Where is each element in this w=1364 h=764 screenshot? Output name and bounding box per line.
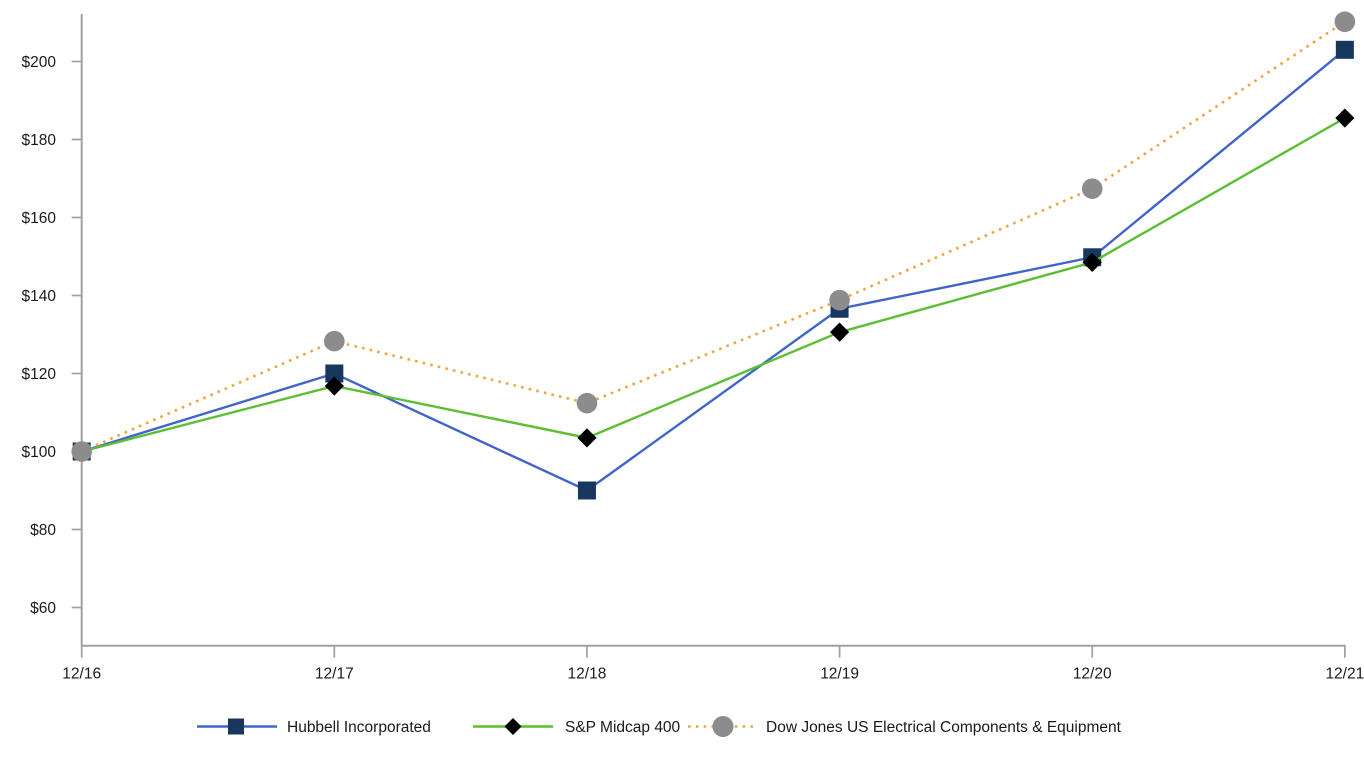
chart-legend: Hubbell Incorporated S&P Midcap 400 Dow Jo… bbox=[197, 716, 1122, 737]
s-p-midcap-400-diamond-marker bbox=[1335, 108, 1355, 128]
y-tick-label: $200 bbox=[22, 54, 57, 71]
x-tick-label: 12/20 bbox=[1073, 666, 1112, 683]
dow-jones-us-electrical-components-equipment-circle-marker bbox=[71, 441, 92, 462]
s-p-midcap-400-diamond-marker bbox=[577, 428, 597, 448]
y-tick-label: $140 bbox=[22, 288, 57, 305]
x-tick-label: 12/21 bbox=[1325, 666, 1364, 683]
dow-jones-us-electrical-components-equipment-circle-marker bbox=[1334, 11, 1356, 33]
series-line-dow-jones-us-electrical-components-equipment bbox=[81, 20, 1346, 453]
legend-dow-jones-us-electrical-components-equipment-circle-marker bbox=[712, 716, 734, 737]
data-series bbox=[71, 11, 1356, 500]
series-s-p-midcap-400 bbox=[72, 108, 1355, 462]
series-line-hubbell-incorporated bbox=[81, 48, 1346, 492]
legend-label-s-p-midcap-400: S&P Midcap 400 bbox=[565, 719, 681, 736]
dow-jones-us-electrical-components-equipment-circle-marker bbox=[576, 392, 598, 414]
x-tick-label: 12/16 bbox=[62, 666, 101, 683]
legend-item-dow-jones-us-electrical-components-equipment: Dow Jones US Electrical Components & Equ… bbox=[688, 716, 1122, 737]
y-tick-label: $160 bbox=[22, 210, 57, 227]
legend-item-s-p-midcap-400: S&P Midcap 400 bbox=[473, 718, 681, 736]
x-tick-label: 12/19 bbox=[820, 666, 859, 683]
dow-jones-us-electrical-components-equipment-circle-marker bbox=[829, 289, 850, 311]
dow-jones-us-electrical-components-equipment-circle-marker bbox=[324, 330, 345, 352]
s-p-midcap-400-diamond-marker bbox=[324, 376, 344, 396]
y-tick-label: $180 bbox=[22, 132, 57, 149]
series-line-s-p-midcap-400 bbox=[81, 117, 1346, 453]
legend-hubbell-incorporated-square-marker bbox=[228, 718, 244, 735]
y-tick-label: $80 bbox=[30, 522, 56, 539]
y-tick-label: $100 bbox=[22, 444, 57, 461]
x-tick-label: 12/18 bbox=[568, 666, 607, 683]
x-axis-ticks: 12/16 12/17 12/18 12/19 12/20 12/21 bbox=[62, 645, 1364, 683]
x-tick-label: 12/17 bbox=[315, 666, 354, 683]
y-tick-label: $60 bbox=[30, 600, 56, 617]
hubbell-incorporated-square-marker bbox=[325, 364, 344, 383]
legend-item-hubbell-incorporated: Hubbell Incorporated bbox=[197, 718, 431, 736]
legend-s-p-midcap-400-diamond-marker bbox=[504, 718, 522, 735]
legend-label-hubbell-incorporated: Hubbell Incorporated bbox=[287, 719, 431, 736]
s-p-midcap-400-diamond-marker bbox=[829, 322, 850, 342]
legend-label-dow-jones-us-electrical-components-equipment: Dow Jones US Electrical Components & Equ… bbox=[766, 719, 1122, 736]
y-axis-ticks: $60 $80 $100 $120 $140 $160 $180 $200 bbox=[22, 54, 82, 617]
axes bbox=[80, 14, 1346, 647]
y-tick-label: $120 bbox=[22, 366, 57, 383]
hubbell-incorporated-square-marker bbox=[1335, 40, 1354, 59]
series-hubbell-incorporated bbox=[72, 40, 1354, 500]
series-dow-jones-us-electrical-components-equipment bbox=[71, 11, 1356, 462]
dow-jones-us-electrical-components-equipment-circle-marker bbox=[1081, 178, 1103, 199]
s-p-midcap-400-diamond-marker bbox=[1082, 252, 1102, 272]
hubbell-incorporated-square-marker bbox=[577, 481, 596, 500]
